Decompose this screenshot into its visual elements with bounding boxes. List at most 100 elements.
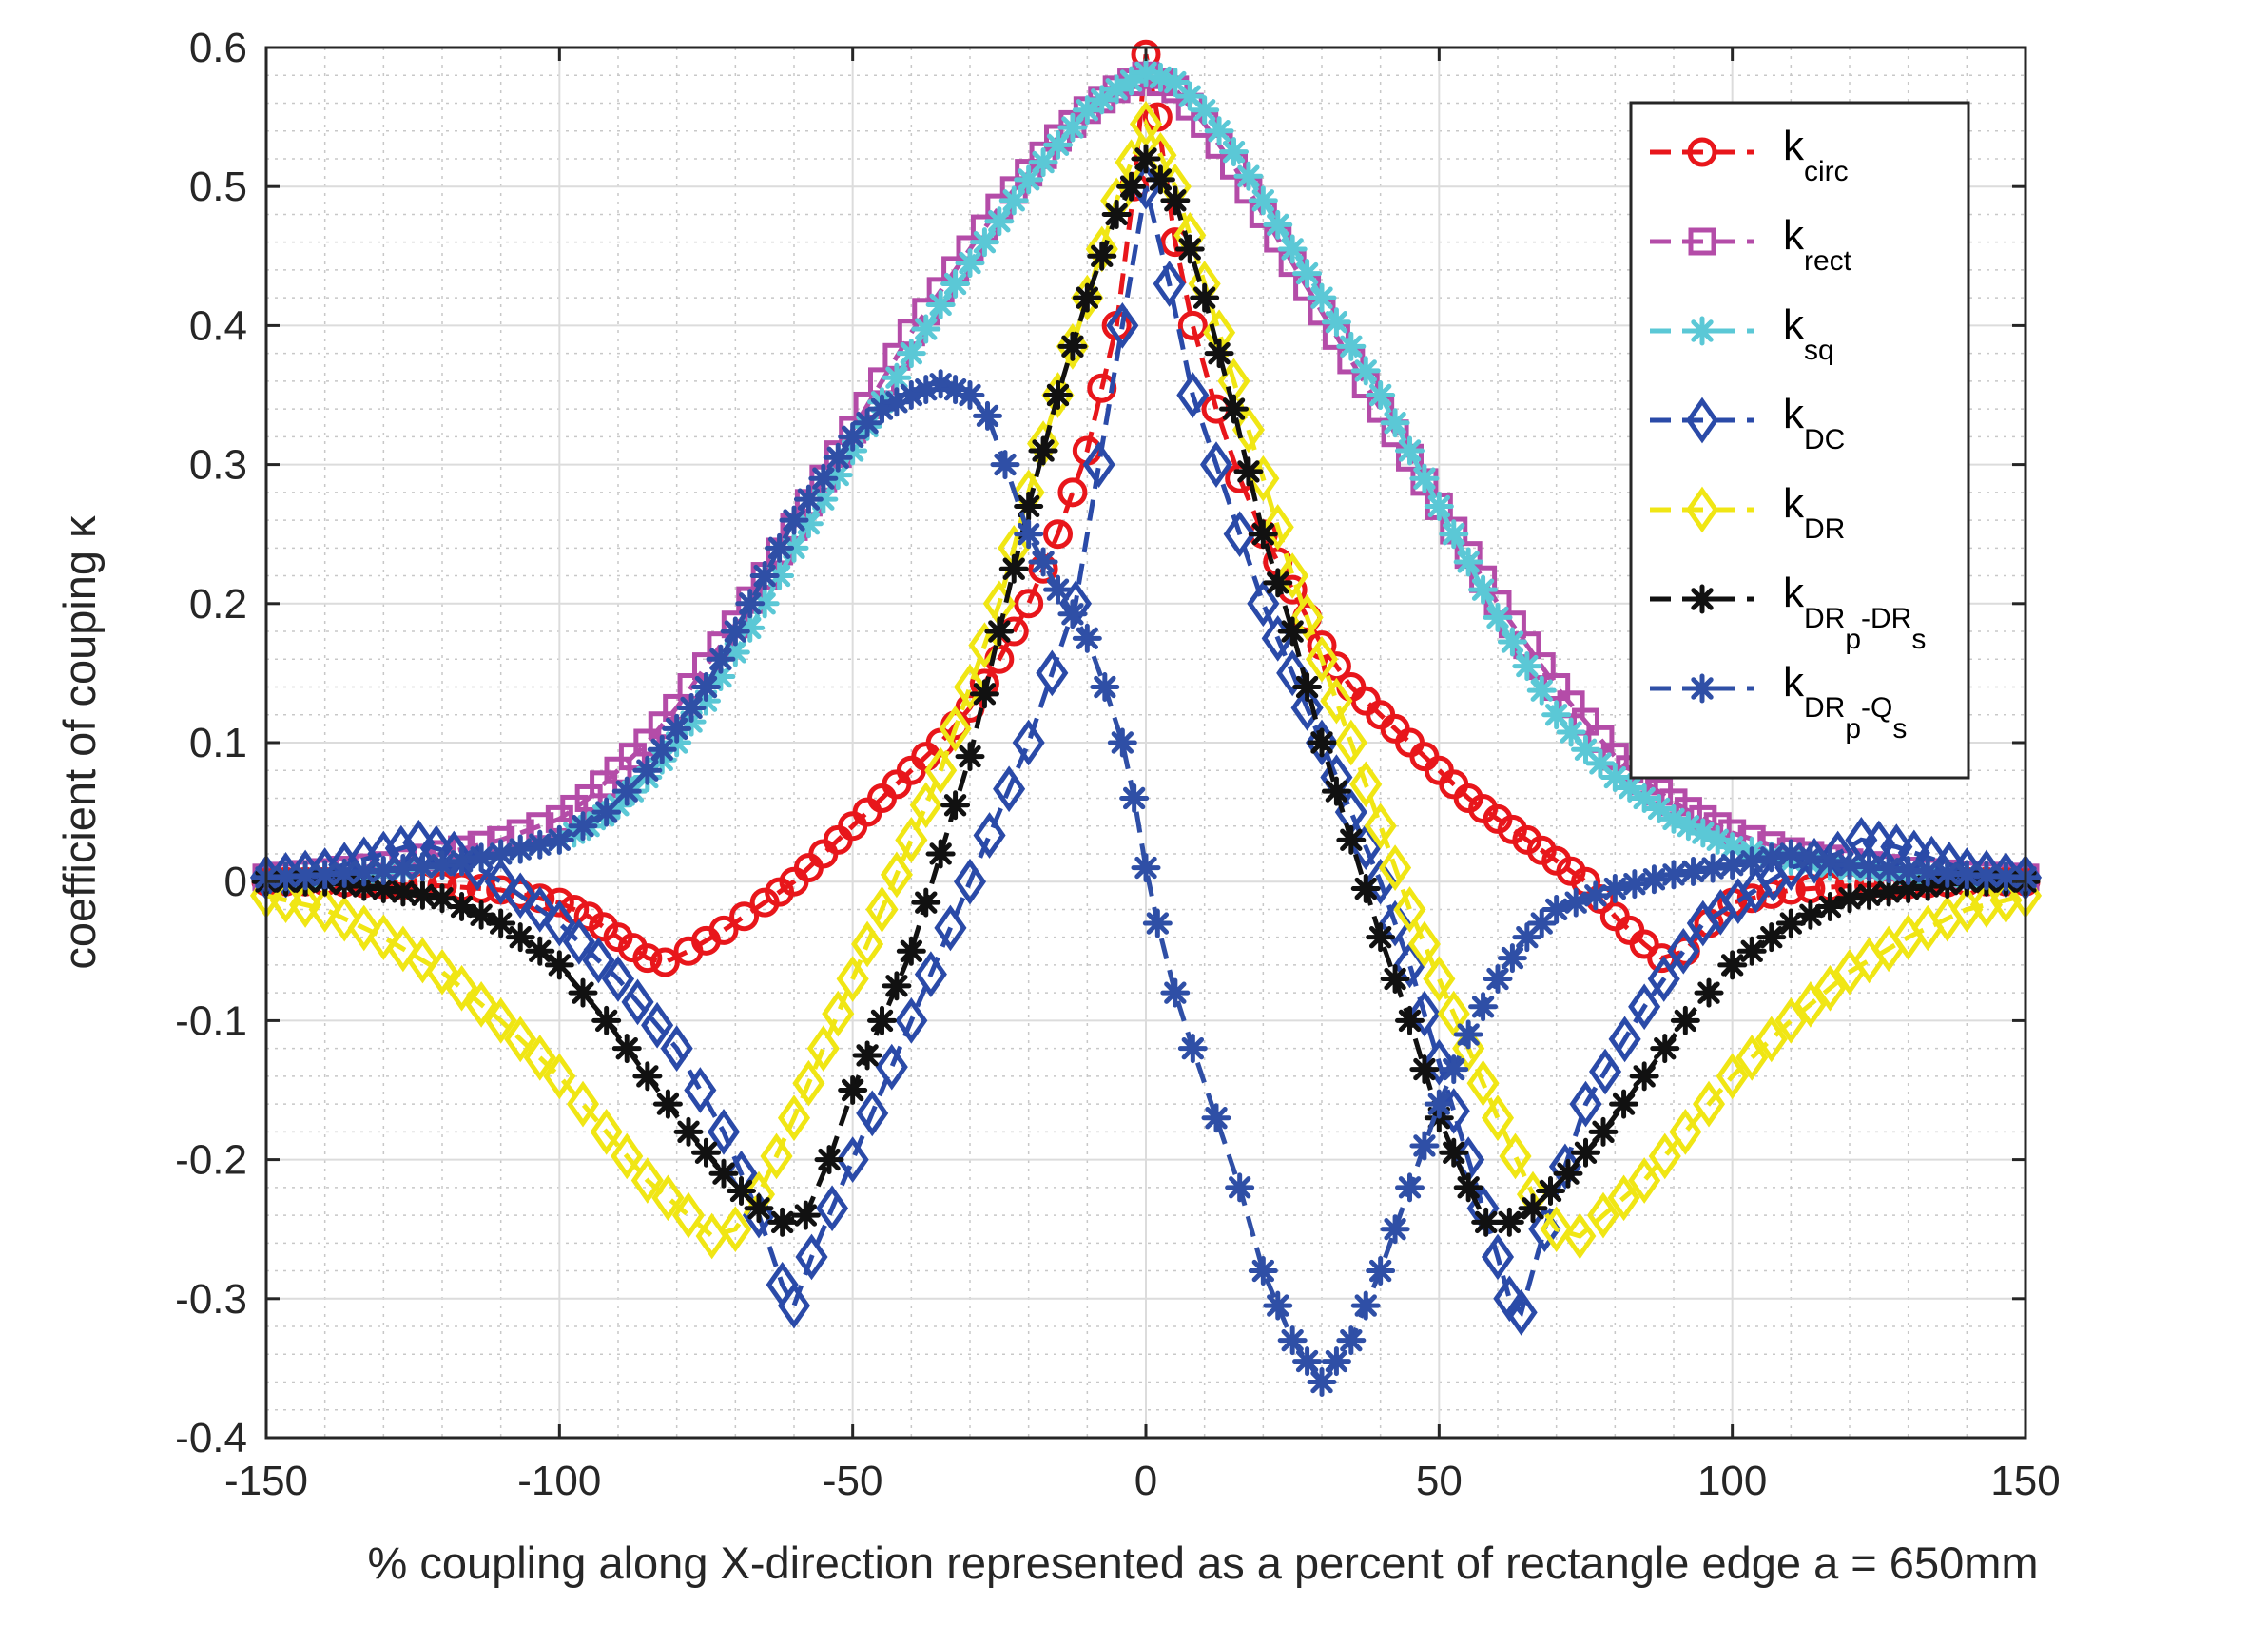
data-point-k_DRp-Qs xyxy=(310,860,340,890)
data-point-k_DR xyxy=(367,914,400,961)
data-point-k_sq xyxy=(1204,116,1234,146)
data-point-k_DC xyxy=(1628,983,1661,1031)
data-point-k_DRp-Qs xyxy=(940,375,971,405)
data-point-k_DRp-DRs xyxy=(1145,164,1175,195)
data-point-k_DRp-Qs xyxy=(1526,908,1557,938)
legend-label: kcirc xyxy=(1783,123,1849,187)
data-point-k_DRp-DRs xyxy=(1190,282,1220,313)
y-tick-label: 0 xyxy=(224,859,247,905)
data-point-k_DRp-Qs xyxy=(1090,672,1120,703)
legend-marker xyxy=(1688,227,1716,256)
data-point-k_DRp-Qs xyxy=(706,644,736,674)
data-point-k_sq xyxy=(603,790,633,821)
data-point-k_DRp-Qs xyxy=(1658,860,1689,890)
data-point-k_DC xyxy=(1276,649,1309,697)
data-point-k_DRp-DRs xyxy=(1350,874,1381,904)
legend-label-sub: rect xyxy=(1804,245,1852,277)
data-point-k_DR xyxy=(651,1174,685,1222)
data-point-k_DR xyxy=(308,886,341,933)
data-point-k_DRp-Qs xyxy=(882,387,912,417)
data-point-k_DRp-Qs xyxy=(1395,1172,1425,1203)
data-point-k_DRp-Qs xyxy=(1971,861,2002,891)
data-point-k_DRp-Qs xyxy=(388,854,418,884)
data-point-k_DRp-DRs xyxy=(388,877,418,907)
data-point-k_sq xyxy=(925,289,956,319)
data-point-k_DRp-DRs xyxy=(1650,1034,1680,1064)
y-axis-label: coefficient of couping κ xyxy=(54,515,105,970)
data-point-k_DRp-DRs xyxy=(1756,922,1787,953)
legend-label: kDRp-Qs xyxy=(1783,659,1907,745)
data-point-k_DR xyxy=(465,980,498,1028)
data-point-k_DRp-Qs xyxy=(1131,853,1161,883)
data-point-k_DRp-DRs xyxy=(838,1075,868,1105)
data-point-k_sq xyxy=(1248,185,1278,216)
data-point-k_sq xyxy=(1599,763,1630,793)
data-point-k_DR xyxy=(671,1191,706,1239)
data-point-k_DRp-DRs xyxy=(368,874,398,904)
data-point-k_DR xyxy=(445,964,478,1012)
data-point-k_DR xyxy=(1466,1059,1500,1107)
data-point-k_DRp-Qs xyxy=(647,734,677,764)
data-point-k_DR xyxy=(1393,886,1426,933)
data-point-k_DRp-DRs xyxy=(407,880,437,910)
data-point-k_DR xyxy=(1437,990,1470,1037)
data-point-k_DR xyxy=(1334,719,1367,766)
data-point-k_DRp-DRs xyxy=(1174,234,1205,264)
data-point-k_DR xyxy=(939,706,972,752)
legend-label-sub: sq xyxy=(1804,335,1834,366)
legend-label-sub: DR xyxy=(1804,692,1845,724)
data-point-k_DC xyxy=(523,886,556,933)
data-point-k_DR xyxy=(1349,761,1383,808)
data-point-k_sq xyxy=(1043,129,1073,160)
data-point-k_DRp-Qs xyxy=(896,380,926,410)
data-point-k_DRp-Qs xyxy=(611,776,642,806)
data-point-k_circ xyxy=(1043,519,1073,550)
data-point-k_sq xyxy=(1366,380,1396,410)
data-point-k_DR xyxy=(836,956,869,1002)
data-point-k_DRp-Qs xyxy=(1424,1089,1454,1119)
legend-label-main: k xyxy=(1783,480,1805,527)
data-point-k_DRp-Qs xyxy=(329,858,359,888)
data-point-k_DRp-Qs xyxy=(407,852,437,882)
data-point-k_DRp-Qs xyxy=(973,400,1002,431)
data-point-k_DC xyxy=(856,1090,889,1137)
data-point-k_DC xyxy=(875,1043,908,1091)
data-point-k_sq xyxy=(1615,773,1645,803)
data-point-k_DRp-Qs xyxy=(1834,850,1865,880)
data-point-k_DR xyxy=(1607,1174,1640,1222)
data-point-k_DR xyxy=(425,948,459,996)
data-point-k_sq xyxy=(1307,282,1337,313)
data-point-k_DR xyxy=(851,920,884,968)
data-point-k_DR xyxy=(566,1080,600,1128)
data-point-k_sq xyxy=(1350,356,1381,386)
data-point-k_DRp-Qs xyxy=(632,755,663,785)
data-point-k_sq xyxy=(1629,783,1659,813)
data-point-k_DRp-DRs xyxy=(1101,199,1132,229)
data-point-k_DRp-Qs xyxy=(1483,964,1513,995)
data-point-k_DC xyxy=(660,1025,693,1072)
data-point-k_DR xyxy=(1754,1016,1788,1063)
data-point-k_DRp-Qs xyxy=(1697,853,1728,883)
x-tick-label: 0 xyxy=(1134,1458,1157,1504)
data-point-k_DRp-Qs xyxy=(1043,574,1073,605)
data-point-k_DRp-Qs xyxy=(1512,922,1542,953)
data-point-k_DR xyxy=(1628,1157,1661,1204)
data-point-k_DRp-DRs xyxy=(790,1200,821,1230)
legend-item-k_DC: kDC xyxy=(1650,391,1845,455)
data-point-k_DRp-Qs xyxy=(1380,1214,1410,1245)
data-point-k_circ xyxy=(649,947,680,977)
data-point-k_sq xyxy=(998,185,1029,216)
data-point-k_sq xyxy=(1380,408,1410,438)
data-point-k_DRp-DRs xyxy=(1518,1193,1548,1224)
data-point-k_DR xyxy=(1481,1094,1515,1142)
data-point-k_DRp-Qs xyxy=(1439,1054,1469,1085)
data-point-k_DR xyxy=(328,895,361,942)
data-point-k_sq xyxy=(1717,832,1748,862)
data-point-k_DC xyxy=(641,1001,674,1049)
data-point-k_sq xyxy=(896,339,926,369)
data-point-k_DRp-DRs xyxy=(1471,1207,1502,1237)
data-point-k_DC xyxy=(1176,372,1210,418)
data-point-k_DRp-Qs xyxy=(1951,860,1982,890)
data-point-k_sq xyxy=(911,314,941,344)
data-point-k_DRp-Qs xyxy=(1057,599,1088,629)
